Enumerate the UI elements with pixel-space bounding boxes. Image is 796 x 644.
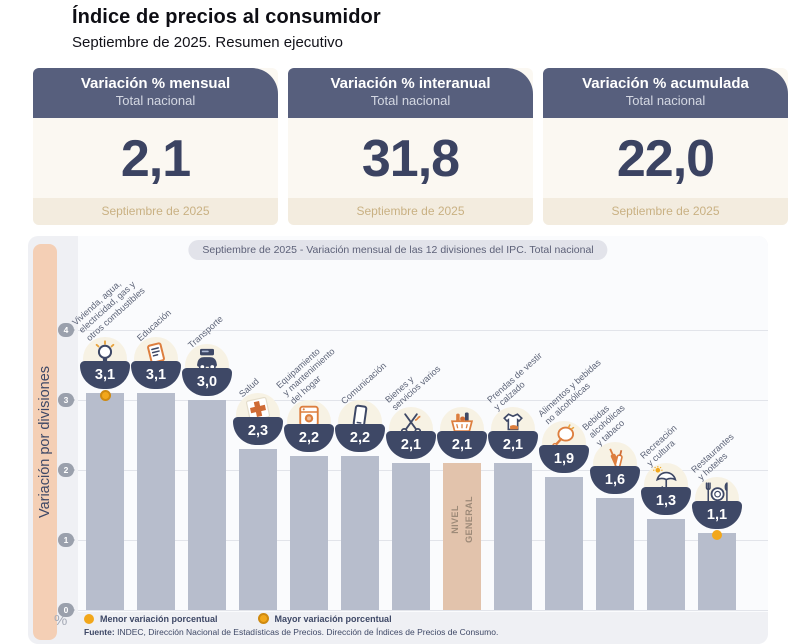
menor-marker-icon — [84, 613, 94, 624]
source-note: Fuente: INDEC, Dirección Nacional de Est… — [84, 627, 498, 637]
value-badge-cluster: 2,3 — [233, 393, 283, 445]
value-badge-cluster: 1,3 — [641, 463, 691, 515]
bar — [188, 400, 226, 610]
y-axis-title-strip: Variación por divisiones — [33, 244, 57, 640]
value-badge-cluster: 3,1 — [80, 337, 130, 389]
bar — [698, 533, 736, 610]
card-scope: Total nacional — [625, 93, 706, 108]
card-scope: Total nacional — [115, 93, 196, 108]
chart-legend: Menor variación porcentual Mayor variaci… — [84, 613, 392, 624]
bar — [290, 456, 328, 610]
value-badge-cluster: 1,9 — [539, 421, 589, 473]
y-axis-title: Variación por divisiones — [37, 365, 53, 519]
value-badge: 2,1 — [386, 431, 436, 459]
bar — [239, 449, 277, 610]
value-badge: 1,3 — [641, 487, 691, 515]
bar — [392, 463, 430, 610]
category-label: Prendas de vestir y calzado — [485, 350, 544, 413]
y-axis-tick-3: 3 — [58, 393, 75, 407]
page-header: Índice de precios al consumidor Septiemb… — [72, 6, 381, 51]
bottles-icon — [601, 444, 629, 472]
card-value: 22,0 — [616, 130, 715, 188]
y-axis-tick-4: 4 — [58, 323, 75, 337]
gridline — [78, 610, 768, 611]
value-badge-cluster: 2,2 — [335, 400, 385, 452]
card-title: Variación % interanual — [330, 75, 491, 92]
chart-section: Variación por divisiones Vivienda, agua,… — [28, 236, 768, 644]
value-badge-cluster: 3,0 — [182, 344, 232, 396]
card-value: 31,8 — [361, 130, 460, 188]
card-scope: Total nacional — [370, 93, 451, 108]
legend-label-mayor: Mayor variación porcentual — [274, 613, 392, 624]
value-badge-cluster: 2,2 — [284, 400, 334, 452]
value-badge-cluster: 3,1 — [131, 337, 181, 389]
nivel-general-label: NIVEL GENERAL — [449, 495, 474, 543]
bar — [341, 456, 379, 610]
value-badge: 1,9 — [539, 445, 589, 473]
legend-item-mayor: Mayor variación porcentual — [257, 613, 392, 624]
value-badge-cluster: 1,1 — [692, 477, 742, 529]
bar — [86, 393, 124, 610]
bar — [545, 477, 583, 610]
legend-item-menor: Menor variación porcentual — [84, 613, 218, 624]
car-icon — [193, 346, 221, 374]
source-text: INDEC, Dirección Nacional de Estadística… — [117, 627, 499, 637]
gridline — [78, 330, 768, 331]
chart-title: Septiembre de 2025 - Variación mensual d… — [188, 240, 608, 260]
value-badge: 3,1 — [131, 361, 181, 389]
plot-area: Vivienda, agua, electricidad, gas y otro… — [70, 236, 768, 612]
card-period: Septiembre de 2025 — [288, 198, 533, 225]
y-axis-tick-1: 1 — [58, 533, 75, 547]
category-label: Restaurantes y hoteles — [689, 431, 736, 483]
summary-card-mensual: Variación % mensual Total nacional 2,1 S… — [33, 68, 278, 225]
card-period: Septiembre de 2025 — [33, 198, 278, 225]
card-period: Septiembre de 2025 — [543, 198, 788, 225]
gridline — [78, 400, 768, 401]
page-subtitle: Septiembre de 2025. Resumen ejecutivo — [72, 34, 343, 51]
bar — [596, 498, 634, 610]
page-title: Índice de precios al consumidor — [72, 6, 381, 28]
y-axis-tick-2: 2 — [58, 463, 75, 477]
value-badge: 2,1 — [488, 431, 538, 459]
cutlery-icon — [703, 479, 731, 507]
menor-variacion-dot-icon — [711, 530, 722, 540]
mayor-marker-icon — [257, 613, 269, 624]
bar — [137, 393, 175, 610]
category-label: Vivienda, agua, electricidad, gas y otro… — [70, 278, 147, 343]
nivel-general-label-wrap: NIVEL GENERAL — [443, 477, 481, 561]
bar-nivel-general: NIVEL GENERAL — [443, 463, 481, 610]
value-badge-cluster: 2,1 — [437, 407, 487, 459]
value-badge-cluster: 1,6 — [590, 442, 640, 494]
value-badge-cluster: 2,1 — [386, 407, 436, 459]
card-header: Variación % interanual Total nacional — [288, 68, 533, 118]
value-badge-cluster: 2,1 — [488, 407, 538, 459]
value-badge: 2,2 — [284, 424, 334, 452]
card-header: Variación % mensual Total nacional — [33, 68, 278, 118]
value-badge: 3,0 — [182, 368, 232, 396]
notebook-icon — [142, 339, 170, 367]
value-badge: 2,1 — [437, 431, 487, 459]
category-label: Equipamiento y mantenimiento del hogar — [274, 346, 337, 406]
bar — [494, 463, 532, 610]
summary-cards: Variación % mensual Total nacional 2,1 S… — [33, 68, 788, 225]
source-label: Fuente: — [84, 627, 115, 637]
summary-card-acumulada: Variación % acumulada Total nacional 22,… — [543, 68, 788, 225]
y-axis-tick-0: 0 — [58, 603, 75, 617]
summary-card-interanual: Variación % interanual Total nacional 31… — [288, 68, 533, 225]
category-label: Bienes y servicios varios — [383, 364, 443, 413]
legend-label-menor: Menor variación porcentual — [100, 613, 218, 624]
value-badge: 1,1 — [692, 501, 742, 529]
mayor-variacion-dot-icon — [99, 390, 111, 401]
value-badge: 2,3 — [233, 417, 283, 445]
card-title: Variación % acumulada — [582, 75, 749, 92]
card-header: Variación % acumulada Total nacional — [543, 68, 788, 118]
value-badge: 3,1 — [80, 361, 130, 389]
bar — [647, 519, 685, 610]
card-title: Variación % mensual — [80, 75, 231, 92]
value-badge: 2,2 — [335, 424, 385, 452]
value-badge: 1,6 — [590, 466, 640, 494]
card-value: 2,1 — [120, 130, 191, 188]
tshirt-icon — [499, 409, 527, 437]
